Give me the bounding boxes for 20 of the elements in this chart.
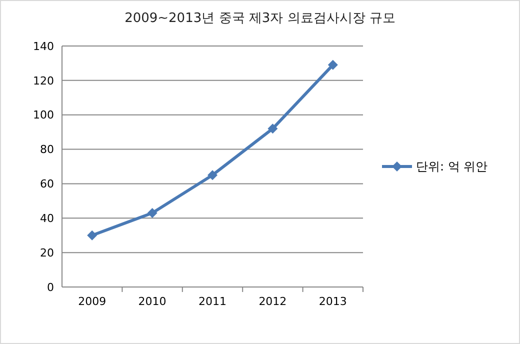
x-tick-label: 2013 bbox=[318, 295, 347, 308]
y-tick-label: 100 bbox=[33, 108, 54, 122]
point bbox=[208, 170, 218, 180]
point bbox=[87, 230, 98, 240]
point bbox=[147, 208, 158, 218]
y-tick-label: 0 bbox=[47, 280, 54, 294]
y-tick-label: 120 bbox=[33, 74, 54, 88]
x-tick-label: 2012 bbox=[258, 295, 287, 308]
y-tick-label: 60 bbox=[40, 178, 54, 191]
point bbox=[328, 60, 338, 70]
legend-label: 단위: 억 위안 bbox=[416, 160, 488, 174]
chart-title: 2009~2013년 중국 제3자 의료검사시장 규모 bbox=[124, 11, 396, 26]
x-tick-label: 2011 bbox=[198, 295, 226, 308]
y-tick-label: 20 bbox=[40, 246, 54, 260]
x-tick-label: 2009 bbox=[78, 295, 106, 308]
y-tick-label: 80 bbox=[40, 143, 54, 156]
y-tick-label: 40 bbox=[40, 212, 54, 225]
point bbox=[268, 124, 278, 134]
x-tick-label: 2010 bbox=[138, 295, 166, 308]
y-tick-label: 140 bbox=[33, 40, 54, 53]
